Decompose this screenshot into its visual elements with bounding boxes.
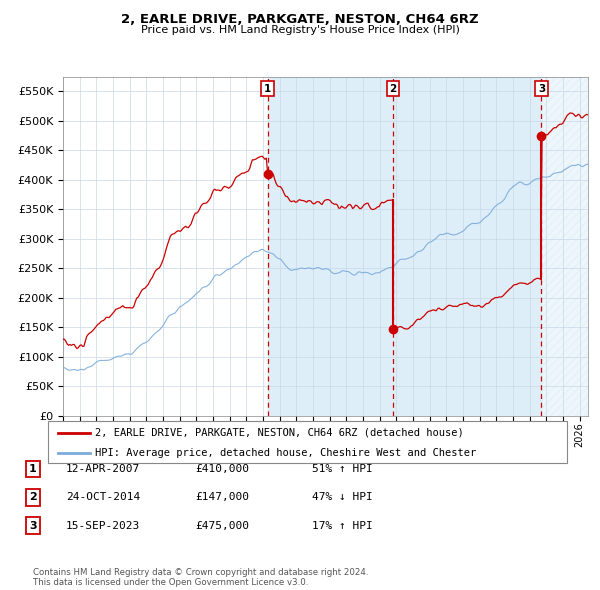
Text: 47% ↓ HPI: 47% ↓ HPI — [312, 493, 373, 502]
Bar — [541, 77, 588, 416]
Text: 2: 2 — [29, 493, 37, 502]
Text: Contains HM Land Registry data © Crown copyright and database right 2024.: Contains HM Land Registry data © Crown c… — [33, 568, 368, 577]
Text: 2, EARLE DRIVE, PARKGATE, NESTON, CH64 6RZ: 2, EARLE DRIVE, PARKGATE, NESTON, CH64 6… — [121, 13, 479, 26]
Text: 12-APR-2007: 12-APR-2007 — [66, 464, 140, 474]
Text: 15-SEP-2023: 15-SEP-2023 — [66, 521, 140, 530]
Text: HPI: Average price, detached house, Cheshire West and Chester: HPI: Average price, detached house, Ches… — [95, 448, 476, 457]
Text: 3: 3 — [538, 84, 545, 94]
Text: 1: 1 — [29, 464, 37, 474]
Text: £475,000: £475,000 — [195, 521, 249, 530]
Text: 2, EARLE DRIVE, PARKGATE, NESTON, CH64 6RZ (detached house): 2, EARLE DRIVE, PARKGATE, NESTON, CH64 6… — [95, 428, 463, 438]
Text: 1: 1 — [264, 84, 271, 94]
Bar — [268, 77, 393, 416]
Text: 51% ↑ HPI: 51% ↑ HPI — [312, 464, 373, 474]
FancyBboxPatch shape — [48, 421, 567, 463]
Text: 17% ↑ HPI: 17% ↑ HPI — [312, 521, 373, 530]
Text: This data is licensed under the Open Government Licence v3.0.: This data is licensed under the Open Gov… — [33, 578, 308, 587]
Bar — [393, 77, 541, 416]
Text: £147,000: £147,000 — [195, 493, 249, 502]
Text: 3: 3 — [29, 521, 37, 530]
Text: £410,000: £410,000 — [195, 464, 249, 474]
Text: Price paid vs. HM Land Registry's House Price Index (HPI): Price paid vs. HM Land Registry's House … — [140, 25, 460, 35]
Text: 24-OCT-2014: 24-OCT-2014 — [66, 493, 140, 502]
Text: 2: 2 — [389, 84, 397, 94]
